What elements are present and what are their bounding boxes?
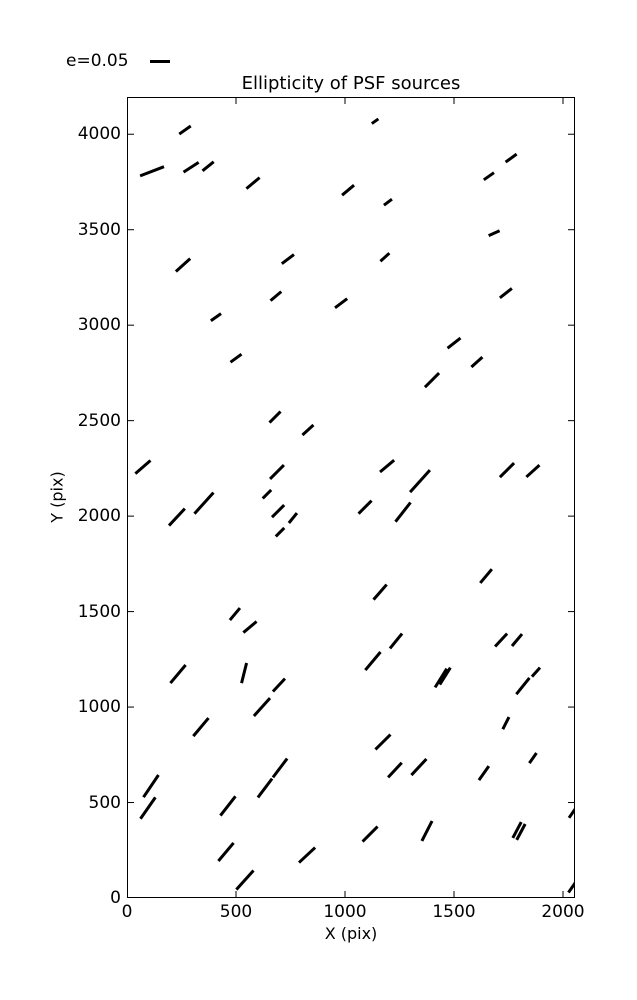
legend: e=0.05	[66, 50, 170, 72]
plot-area	[127, 97, 575, 898]
y-tick-label: 4000	[77, 124, 121, 145]
ellipticity-segment	[372, 583, 388, 601]
ellipticity-segment	[174, 257, 192, 273]
ellipticity-segment	[528, 752, 538, 764]
ellipticity-segment	[235, 869, 255, 891]
x-tick-label: 2000	[541, 902, 585, 922]
ellipticity-segment	[167, 507, 186, 527]
ellipticity-segment	[364, 651, 382, 672]
ellipticity-segment	[268, 410, 282, 424]
ellipticity-segment	[482, 171, 495, 182]
y-tick-label: 2500	[77, 410, 121, 431]
ellipticity-segment	[274, 526, 286, 538]
ellipticity-segment	[271, 677, 287, 693]
ellipticity-segment	[182, 161, 200, 174]
ellipticity-segment	[256, 777, 274, 799]
ellipticity-segment	[219, 795, 237, 817]
ellipticity-segment	[515, 677, 531, 696]
ellipticity-segment	[510, 633, 524, 647]
ellipticity-segment	[433, 667, 449, 689]
ellipticity-segment	[387, 761, 403, 779]
y-tick-label: 1000	[77, 697, 121, 718]
ellipticity-segment	[361, 825, 379, 843]
ellipticity-segment	[269, 290, 283, 302]
ellipticity-segment	[210, 312, 222, 322]
ellipticity-segment	[357, 499, 373, 515]
ellipticity-segment	[498, 461, 516, 479]
ellipticity-segment	[374, 733, 392, 751]
ellipticity-segment	[498, 287, 513, 299]
x-tick-label: 0	[121, 902, 133, 922]
ellipticity-segment	[261, 488, 273, 500]
ellipticity-whisker-plot	[127, 97, 575, 898]
ellipticity-segment	[229, 352, 243, 364]
ellipticity-segment	[142, 774, 160, 799]
chart-title: Ellipticity of PSF sources	[241, 73, 461, 94]
y-tick-label: 0	[110, 888, 121, 908]
axes-spines	[127, 97, 575, 898]
ellipticity-segment	[515, 823, 527, 841]
ellipticity-segment	[271, 757, 289, 779]
ellipticity-segment	[139, 165, 165, 178]
ellipticity-segment	[488, 229, 501, 237]
ellipticity-segment	[334, 297, 349, 309]
ellipticity-segment	[139, 796, 157, 820]
y-tick-label: 3500	[77, 219, 121, 240]
ellipticity-segment	[383, 198, 393, 207]
ellipticity-segment	[501, 716, 511, 730]
ellipticity-segment	[301, 423, 315, 437]
ellipticity-segment	[201, 160, 215, 173]
legend-label: e=0.05	[66, 51, 129, 71]
ellipticity-segment	[511, 821, 523, 839]
ellipticity-segment	[193, 491, 215, 515]
ellipticity-segment	[192, 717, 210, 738]
y-tick-label: 3000	[77, 315, 121, 336]
y-tick-label: 2000	[77, 506, 121, 527]
x-tick-label: 500	[219, 902, 253, 922]
y-tick-label: 500	[88, 792, 121, 813]
ellipticity-segment	[493, 632, 509, 648]
ellipticity-segment	[370, 117, 380, 125]
ellipticity-segment	[504, 152, 518, 164]
ellipticity-segment	[217, 841, 235, 862]
ellipticity-segment	[298, 846, 317, 864]
ellipticity-segment	[408, 469, 432, 494]
ellipticity-segment	[479, 568, 493, 584]
ellipticity-segment	[446, 336, 462, 350]
ellipticity-segment	[268, 464, 285, 480]
y-tick-label: 1500	[77, 601, 121, 622]
ellipticity-segment	[245, 176, 261, 190]
ellipticity-segment	[438, 666, 452, 686]
ellipticity-segment	[420, 820, 434, 842]
ellipticity-segment	[242, 620, 258, 634]
ellipticity-segment	[228, 607, 242, 622]
ellipticity-segment	[379, 252, 391, 263]
ellipticity-segment	[134, 459, 152, 475]
x-tick-label: 1500	[432, 902, 476, 922]
ellipticity-segment	[169, 664, 187, 685]
ellipticity-segment	[477, 765, 491, 782]
legend-line-sample	[149, 59, 170, 63]
ellipticity-segment	[240, 662, 249, 684]
ellipticity-segment	[530, 666, 542, 678]
ellipticity-segment	[470, 355, 484, 369]
ellipticity-segment	[525, 464, 541, 479]
ellipticity-segment	[394, 501, 412, 523]
x-tick-label: 1000	[323, 902, 367, 922]
ellipticity-segment	[388, 632, 404, 650]
ellipticity-segment	[252, 697, 272, 717]
ellipticity-segment	[410, 757, 428, 777]
ellipticity-segment	[423, 372, 441, 389]
ellipticity-segment	[341, 184, 355, 197]
ellipticity-segment	[178, 124, 192, 136]
ellipticity-segment	[287, 512, 299, 524]
x-axis-label: X (pix)	[324, 924, 378, 943]
ellipticity-segment	[270, 504, 286, 519]
ellipticity-segment	[567, 806, 575, 819]
ellipticity-segment	[280, 253, 295, 265]
ellipticity-segment	[567, 880, 575, 894]
ellipticity-segment	[379, 459, 396, 474]
